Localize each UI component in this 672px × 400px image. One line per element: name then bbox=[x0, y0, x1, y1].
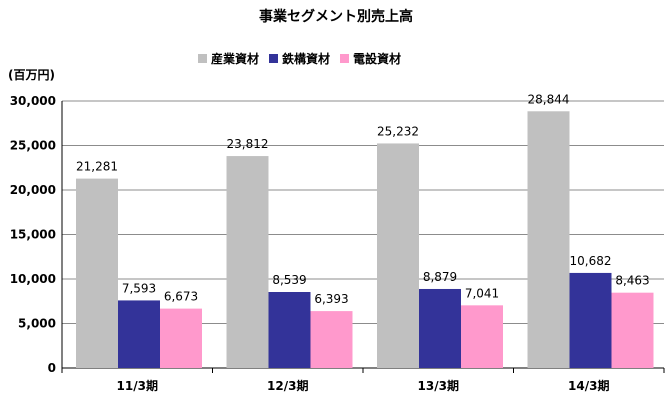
x-tick-label: 11/3期 bbox=[117, 378, 158, 393]
data-label: 6,673 bbox=[164, 290, 198, 304]
data-label: 8,463 bbox=[615, 274, 649, 288]
bar bbox=[611, 292, 654, 368]
bar bbox=[268, 292, 311, 368]
bar bbox=[76, 178, 118, 368]
legend-item-tekko: 鉄構資材 bbox=[269, 50, 330, 67]
data-label: 7,041 bbox=[465, 286, 499, 300]
bar bbox=[310, 311, 353, 368]
bar bbox=[160, 308, 202, 368]
y-tick-label: 0 bbox=[48, 361, 56, 375]
legend-swatch-densetsu bbox=[340, 54, 350, 63]
legend-label-tekko: 鉄構資材 bbox=[282, 52, 331, 66]
legend-item-sangyo: 産業資材 bbox=[198, 50, 259, 67]
y-tick-label: 30,000 bbox=[10, 94, 56, 108]
x-tick-label: 12/3期 bbox=[267, 378, 308, 393]
y-tick-label: 25,000 bbox=[10, 139, 56, 153]
data-label: 10,682 bbox=[570, 254, 612, 268]
x-tick-label: 13/3期 bbox=[418, 378, 459, 393]
data-label: 7,593 bbox=[122, 281, 156, 295]
bar bbox=[461, 305, 503, 368]
legend-label-densetsu: 電設資材 bbox=[353, 52, 402, 66]
data-label: 8,879 bbox=[423, 270, 457, 284]
legend-swatch-sangyo bbox=[198, 54, 207, 63]
bar bbox=[226, 156, 269, 368]
data-label: 8,539 bbox=[272, 273, 306, 287]
y-tick-label: 15,000 bbox=[10, 228, 56, 242]
bar bbox=[118, 300, 160, 368]
legend-swatch-tekko bbox=[269, 54, 279, 63]
bar bbox=[419, 288, 461, 368]
data-label: 6,393 bbox=[314, 292, 348, 306]
legend: 産業資材 鉄構資材 電設資材 bbox=[198, 50, 411, 67]
data-label: 28,844 bbox=[528, 92, 570, 106]
legend-item-densetsu: 電設資材 bbox=[340, 50, 401, 67]
bar bbox=[377, 143, 419, 368]
bar bbox=[527, 111, 570, 369]
y-tick-label: 5,000 bbox=[18, 317, 56, 331]
data-label: 25,232 bbox=[377, 124, 419, 138]
bar bbox=[569, 272, 612, 368]
y-axis-unit-label: (百万円) bbox=[8, 68, 55, 82]
x-tick-label: 14/3期 bbox=[568, 378, 609, 393]
legend-label-sangyo: 産業資材 bbox=[211, 52, 260, 66]
y-tick-label: 10,000 bbox=[10, 272, 56, 286]
chart-title: 事業セグメント別売上高 bbox=[259, 9, 413, 25]
y-tick-label: 20,000 bbox=[10, 183, 56, 197]
data-label: 23,812 bbox=[227, 137, 269, 151]
data-label: 21,281 bbox=[76, 160, 118, 174]
